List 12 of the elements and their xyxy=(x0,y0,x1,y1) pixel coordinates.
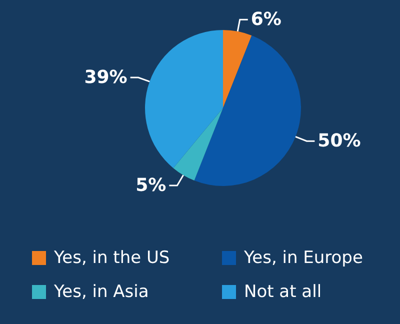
legend-label: Not at all xyxy=(244,282,322,302)
legend-label: Yes, in the US xyxy=(54,248,170,268)
pie-slice xyxy=(194,35,301,186)
data-label: 5% xyxy=(136,174,166,196)
data-label: 39% xyxy=(84,67,128,88)
legend-label: Yes, in Asia xyxy=(54,282,149,302)
data-label: 50% xyxy=(318,130,361,152)
data-label: 6% xyxy=(250,9,282,30)
pie-slice xyxy=(145,30,223,168)
legend-label: Yes, in Europe xyxy=(244,248,363,268)
pie-slice xyxy=(223,30,252,108)
pie-slice xyxy=(173,108,223,181)
